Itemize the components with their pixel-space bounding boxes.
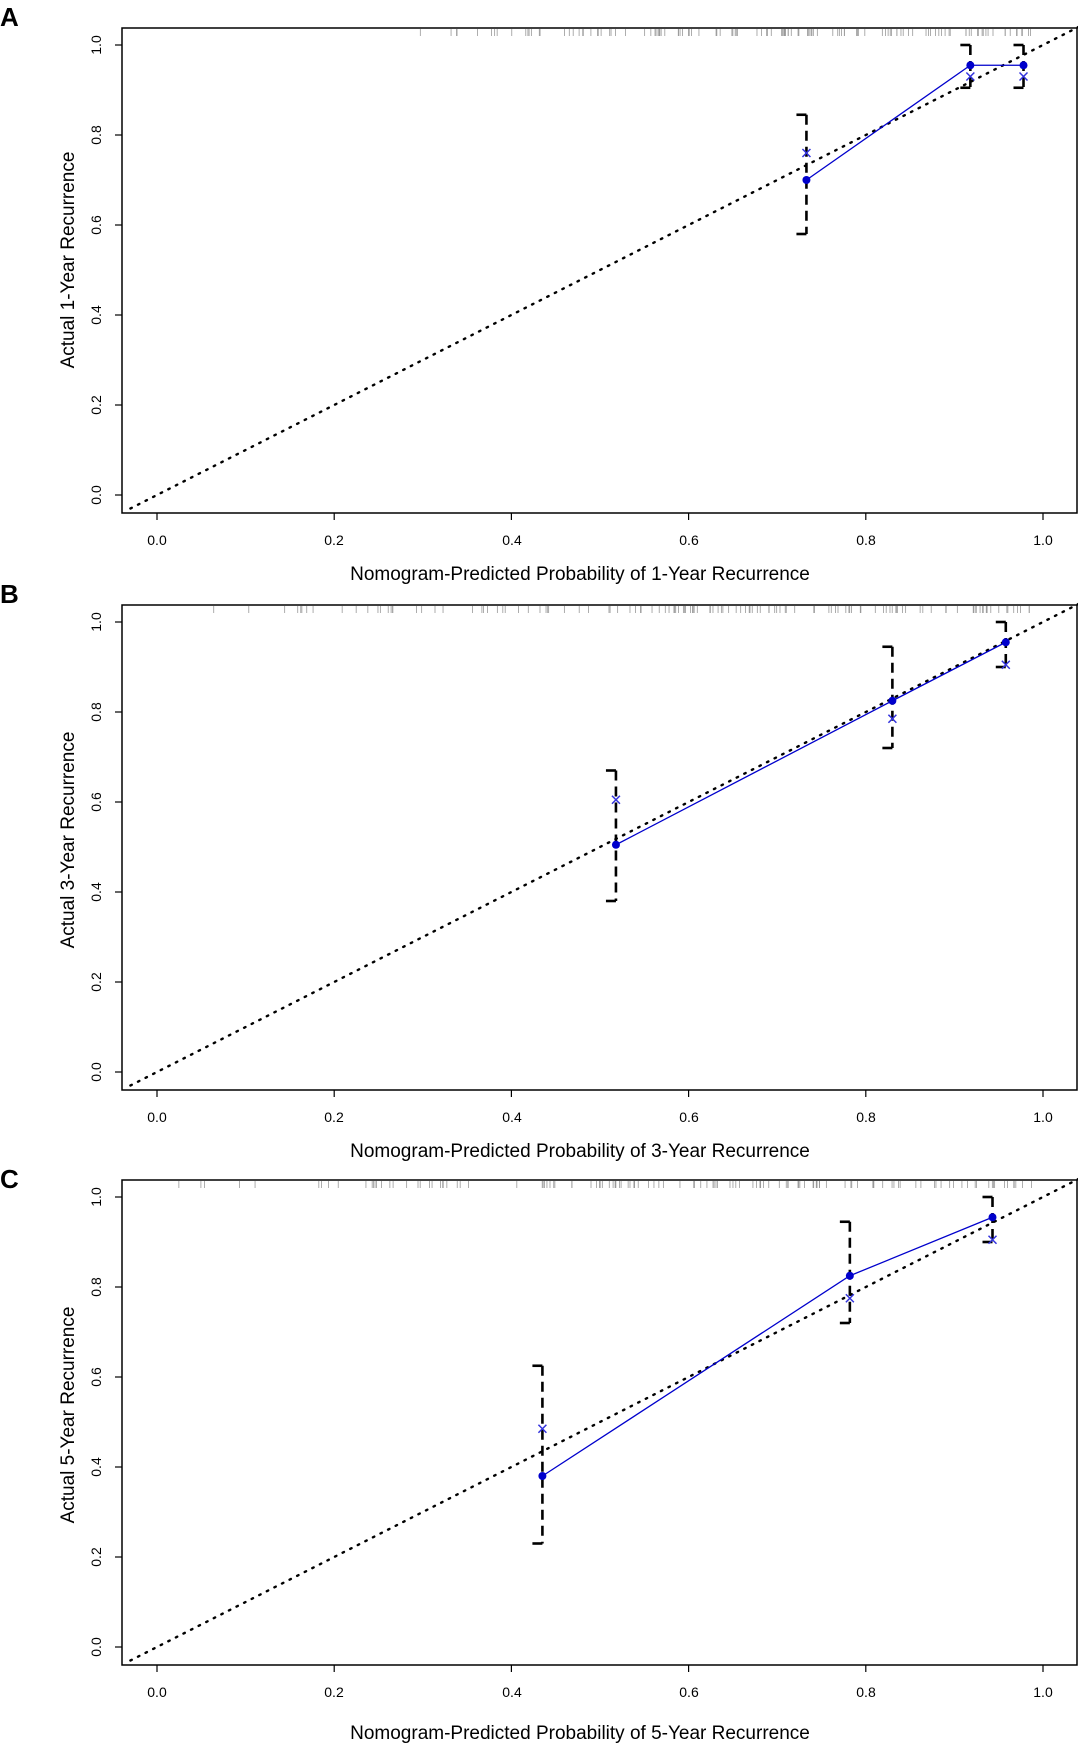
panel-a-bias-mark-1 (965, 71, 975, 82)
panel-a-xtick-5: 1.0 (1033, 532, 1053, 548)
panel-a-ytick-4: 0.8 (88, 125, 104, 145)
panel-c-ytick-3: 0.6 (88, 1367, 104, 1387)
panel-c-xtick-0: 0.0 (147, 1684, 167, 1700)
panel-c-y-ticks (115, 1196, 122, 1648)
panel-b-bias-mark-1 (887, 714, 897, 724)
panel-c-x-title: Nomogram-Predicted Probability of 5-Year… (350, 1723, 810, 1744)
panel-c: C 0.0 0.2 0.4 0.6 0.8 1.0 0.0 0.2 0.4 0.… (0, 1164, 1078, 1744)
panel-a-ideal-line (129, 25, 1078, 510)
panel-a-ytick-0: 0.0 (88, 485, 104, 505)
panel-a-rug (419, 29, 1031, 36)
panel-b-xtick-5: 1.0 (1033, 1109, 1053, 1125)
panel-a-ideal-diagonal (129, 25, 1078, 510)
panel-c-bias-mark-2 (987, 1235, 998, 1245)
panel-c-xtick-4: 0.8 (856, 1684, 876, 1700)
panel-b-x-ticks (156, 1090, 1044, 1097)
panel-b-xtick-4: 0.8 (856, 1109, 876, 1125)
panel-b-y-ticks (115, 621, 122, 1073)
panel-b-observed-point-2 (1001, 638, 1010, 647)
panel-c-xtick-5: 1.0 (1033, 1684, 1053, 1700)
panel-b-observed-point-1 (888, 696, 897, 705)
panel-b-xtick-2: 0.4 (502, 1109, 522, 1125)
panel-c-rug (178, 1181, 1032, 1188)
panel-b-ytick-5: 1.0 (88, 612, 104, 632)
panel-a-label: A (0, 2, 19, 32)
panel-c-observed-line (538, 1213, 997, 1480)
panel-c-ytick-0: 0.0 (88, 1637, 104, 1657)
panel-c-y-title: Actual 5-Year Recurrence (58, 1307, 79, 1524)
panel-c-x-ticks (156, 1665, 1044, 1672)
panel-b-ytick-1: 0.2 (88, 972, 104, 992)
panel-a-ytick-1: 0.2 (88, 395, 104, 415)
panel-b-frame (121, 604, 1078, 1091)
panel-a-x-ticks (156, 513, 1044, 520)
panel-c-ideal-line (129, 1177, 1078, 1662)
panel-a-frame (121, 27, 1078, 514)
panel-a-observed-line-path (806, 64, 1024, 181)
panel-b-observed-line (611, 638, 1010, 849)
panel-a-xtick-0: 0.0 (147, 532, 167, 548)
panel-c-ytick-1: 0.2 (88, 1547, 104, 1567)
panel-b-ideal-line (129, 602, 1078, 1087)
panel-a-observed-point-0 (802, 176, 811, 184)
panel-b-bias-marks (611, 660, 1011, 805)
panel-c-bias-mark-0 (537, 1424, 547, 1434)
panel-a-xtick-2: 0.4 (502, 532, 522, 548)
panel-b-ci-bars (605, 620, 1008, 903)
panel-a-observed-point-1 (966, 61, 975, 70)
panel-b-y-title: Actual 3-Year Recurrence (58, 732, 79, 949)
panel-c-frame (121, 1179, 1078, 1666)
panel-c-observed-point-0 (538, 1472, 547, 1480)
panel-c-ytick-2: 0.4 (88, 1457, 104, 1477)
panel-a-y-title: Actual 1-Year Recurrence (58, 152, 79, 369)
panel-c-bias-marks (537, 1235, 998, 1434)
panel-b: B 0.0 0.2 0.4 0.6 0.8 1.0 0.0 0.2 0.4 0.… (0, 579, 1078, 1162)
panel-b-ytick-4: 0.8 (88, 702, 104, 722)
panel-c-ytick-4: 0.8 (88, 1277, 104, 1297)
panel-b-xtick-0: 0.0 (147, 1109, 167, 1125)
panel-a-observed-line (802, 61, 1028, 184)
panel-c-xtick-1: 0.2 (324, 1684, 344, 1700)
panel-c-observed-point-2 (988, 1213, 997, 1222)
panel-b-ideal-diagonal (129, 602, 1078, 1087)
panel-a-xtick-4: 0.8 (856, 532, 876, 548)
panel-a-bias-mark-0 (801, 148, 811, 158)
panel-c-ci-bars (532, 1195, 994, 1545)
panel-b-xtick-1: 0.2 (324, 1109, 344, 1125)
panel-a-xtick-3: 0.6 (679, 532, 699, 548)
panel-a-bias-marks (801, 71, 1029, 158)
panel-a-x-title: Nomogram-Predicted Probability of 1-Year… (350, 564, 810, 585)
panel-c-bias-mark-1 (845, 1293, 855, 1303)
panel-b-label: B (0, 579, 19, 609)
panel-c-observed-point-1 (845, 1271, 854, 1280)
panel-c-label: C (0, 1164, 19, 1194)
panel-a: A 0.0 0.2 0.4 0.6 0.8 1.0 0.0 0.2 0.4 0.… (0, 2, 1078, 585)
panel-b-observed-line-path (615, 641, 1007, 846)
panel-a-bias-mark-2 (1018, 71, 1029, 82)
panel-c-ytick-5: 1.0 (88, 1187, 104, 1207)
panel-c-ideal-diagonal (129, 1177, 1078, 1662)
panel-a-ci-bars (796, 43, 1025, 236)
panel-a-ytick-3: 0.6 (88, 215, 104, 235)
panel-b-ytick-3: 0.6 (88, 792, 104, 812)
panel-c-xtick-3: 0.6 (679, 1684, 699, 1700)
panel-b-ytick-0: 0.0 (88, 1062, 104, 1082)
panel-b-x-title: Nomogram-Predicted Probability of 3-Year… (350, 1141, 810, 1162)
panel-a-observed-point-2 (1019, 61, 1028, 70)
panel-c-observed-line-path (542, 1216, 993, 1477)
panel-b-xtick-3: 0.6 (679, 1109, 699, 1125)
panel-b-bias-mark-2 (1001, 660, 1011, 670)
panel-a-ytick-5: 1.0 (88, 35, 104, 55)
panel-b-bias-mark-0 (611, 795, 621, 805)
panel-c-xtick-2: 0.4 (502, 1684, 522, 1700)
panel-a-ytick-2: 0.4 (88, 305, 104, 325)
panel-a-y-ticks (115, 44, 122, 496)
panel-a-xtick-1: 0.2 (324, 532, 344, 548)
panel-b-rug (213, 606, 1030, 613)
panel-b-ytick-2: 0.4 (88, 882, 104, 902)
panel-b-observed-point-0 (611, 840, 620, 849)
